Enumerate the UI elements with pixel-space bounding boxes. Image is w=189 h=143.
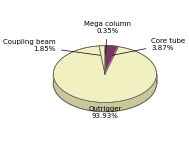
Polygon shape — [53, 46, 156, 102]
Polygon shape — [105, 46, 106, 74]
Text: Outrigger
93.93%: Outrigger 93.93% — [88, 106, 122, 119]
Polygon shape — [105, 46, 119, 74]
Text: Core tube
3.87%: Core tube 3.87% — [112, 38, 185, 55]
Text: Coupling beam
1.85%: Coupling beam 1.85% — [3, 39, 100, 55]
Text: Mega column
0.35%: Mega column 0.35% — [84, 21, 131, 54]
Polygon shape — [99, 46, 105, 74]
Polygon shape — [53, 74, 156, 112]
